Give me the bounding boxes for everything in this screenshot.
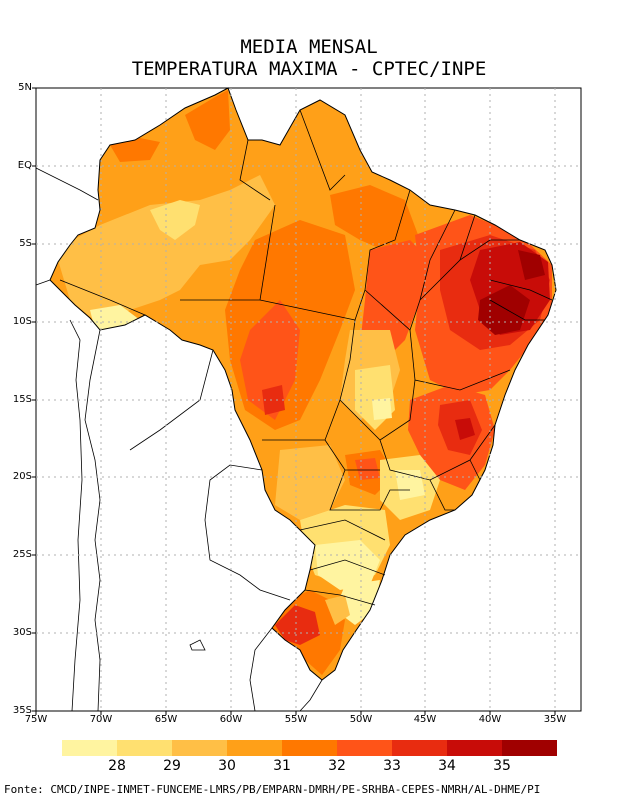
lon-label-50w: 50W xyxy=(349,714,373,725)
legend-swatch-4 xyxy=(227,740,282,756)
legend-label-29: 29 xyxy=(163,758,181,774)
lat-label-15s: 15S xyxy=(12,394,32,405)
legend-swatch-8 xyxy=(447,740,502,756)
lon-label-70w: 70W xyxy=(89,714,113,725)
lat-label-5s: 5S xyxy=(19,238,32,249)
legend-swatch-7 xyxy=(392,740,447,756)
legend-label-35: 35 xyxy=(493,758,511,774)
lat-label-35s: 35S xyxy=(12,705,32,716)
grid-lines xyxy=(36,88,581,711)
legend-label-34: 34 xyxy=(438,758,456,774)
legend-swatch-5 xyxy=(282,740,337,756)
map-title-line-1: MEDIA MENSAL xyxy=(240,36,378,58)
state-boundaries xyxy=(59,109,553,606)
legend-swatch-3 xyxy=(172,740,227,756)
lat-label-25s: 25S xyxy=(12,549,32,560)
color-legend xyxy=(62,740,557,756)
lon-label-55w: 55W xyxy=(284,714,308,725)
lon-label-35w: 35W xyxy=(543,714,567,725)
legend-swatch-2 xyxy=(117,740,172,756)
legend-label-31: 31 xyxy=(273,758,291,774)
map-title-line-2: TEMPERATURA MAXIMA - CPTEC/INPE xyxy=(131,58,487,80)
legend-swatch-6 xyxy=(337,740,392,756)
legend-label-33: 33 xyxy=(383,758,401,774)
legend-label-32: 32 xyxy=(328,758,346,774)
source-credit: Fonte: CMCD/INPE-INMET-FUNCEME-LMRS/PB/E… xyxy=(4,783,541,796)
lon-label-45w: 45W xyxy=(413,714,437,725)
lat-label-eq: EQ xyxy=(17,160,32,171)
legend-label-30: 30 xyxy=(218,758,236,774)
lat-label-30s: 30S xyxy=(12,627,32,638)
legend-label-28: 28 xyxy=(108,758,126,774)
legend-swatch-9 xyxy=(502,740,557,756)
lat-label-20s: 20S xyxy=(12,471,32,482)
lon-label-65w: 65W xyxy=(154,714,178,725)
neighbor-borders xyxy=(35,167,323,712)
lon-label-75w: 75W xyxy=(24,714,48,725)
axis-ticks xyxy=(32,87,556,715)
lat-label-5n: 5N xyxy=(18,82,32,93)
legend-swatch-1 xyxy=(62,740,117,756)
lon-label-60w: 60W xyxy=(219,714,243,725)
lon-label-40w: 40W xyxy=(478,714,502,725)
lat-label-10s: 10S xyxy=(12,316,32,327)
